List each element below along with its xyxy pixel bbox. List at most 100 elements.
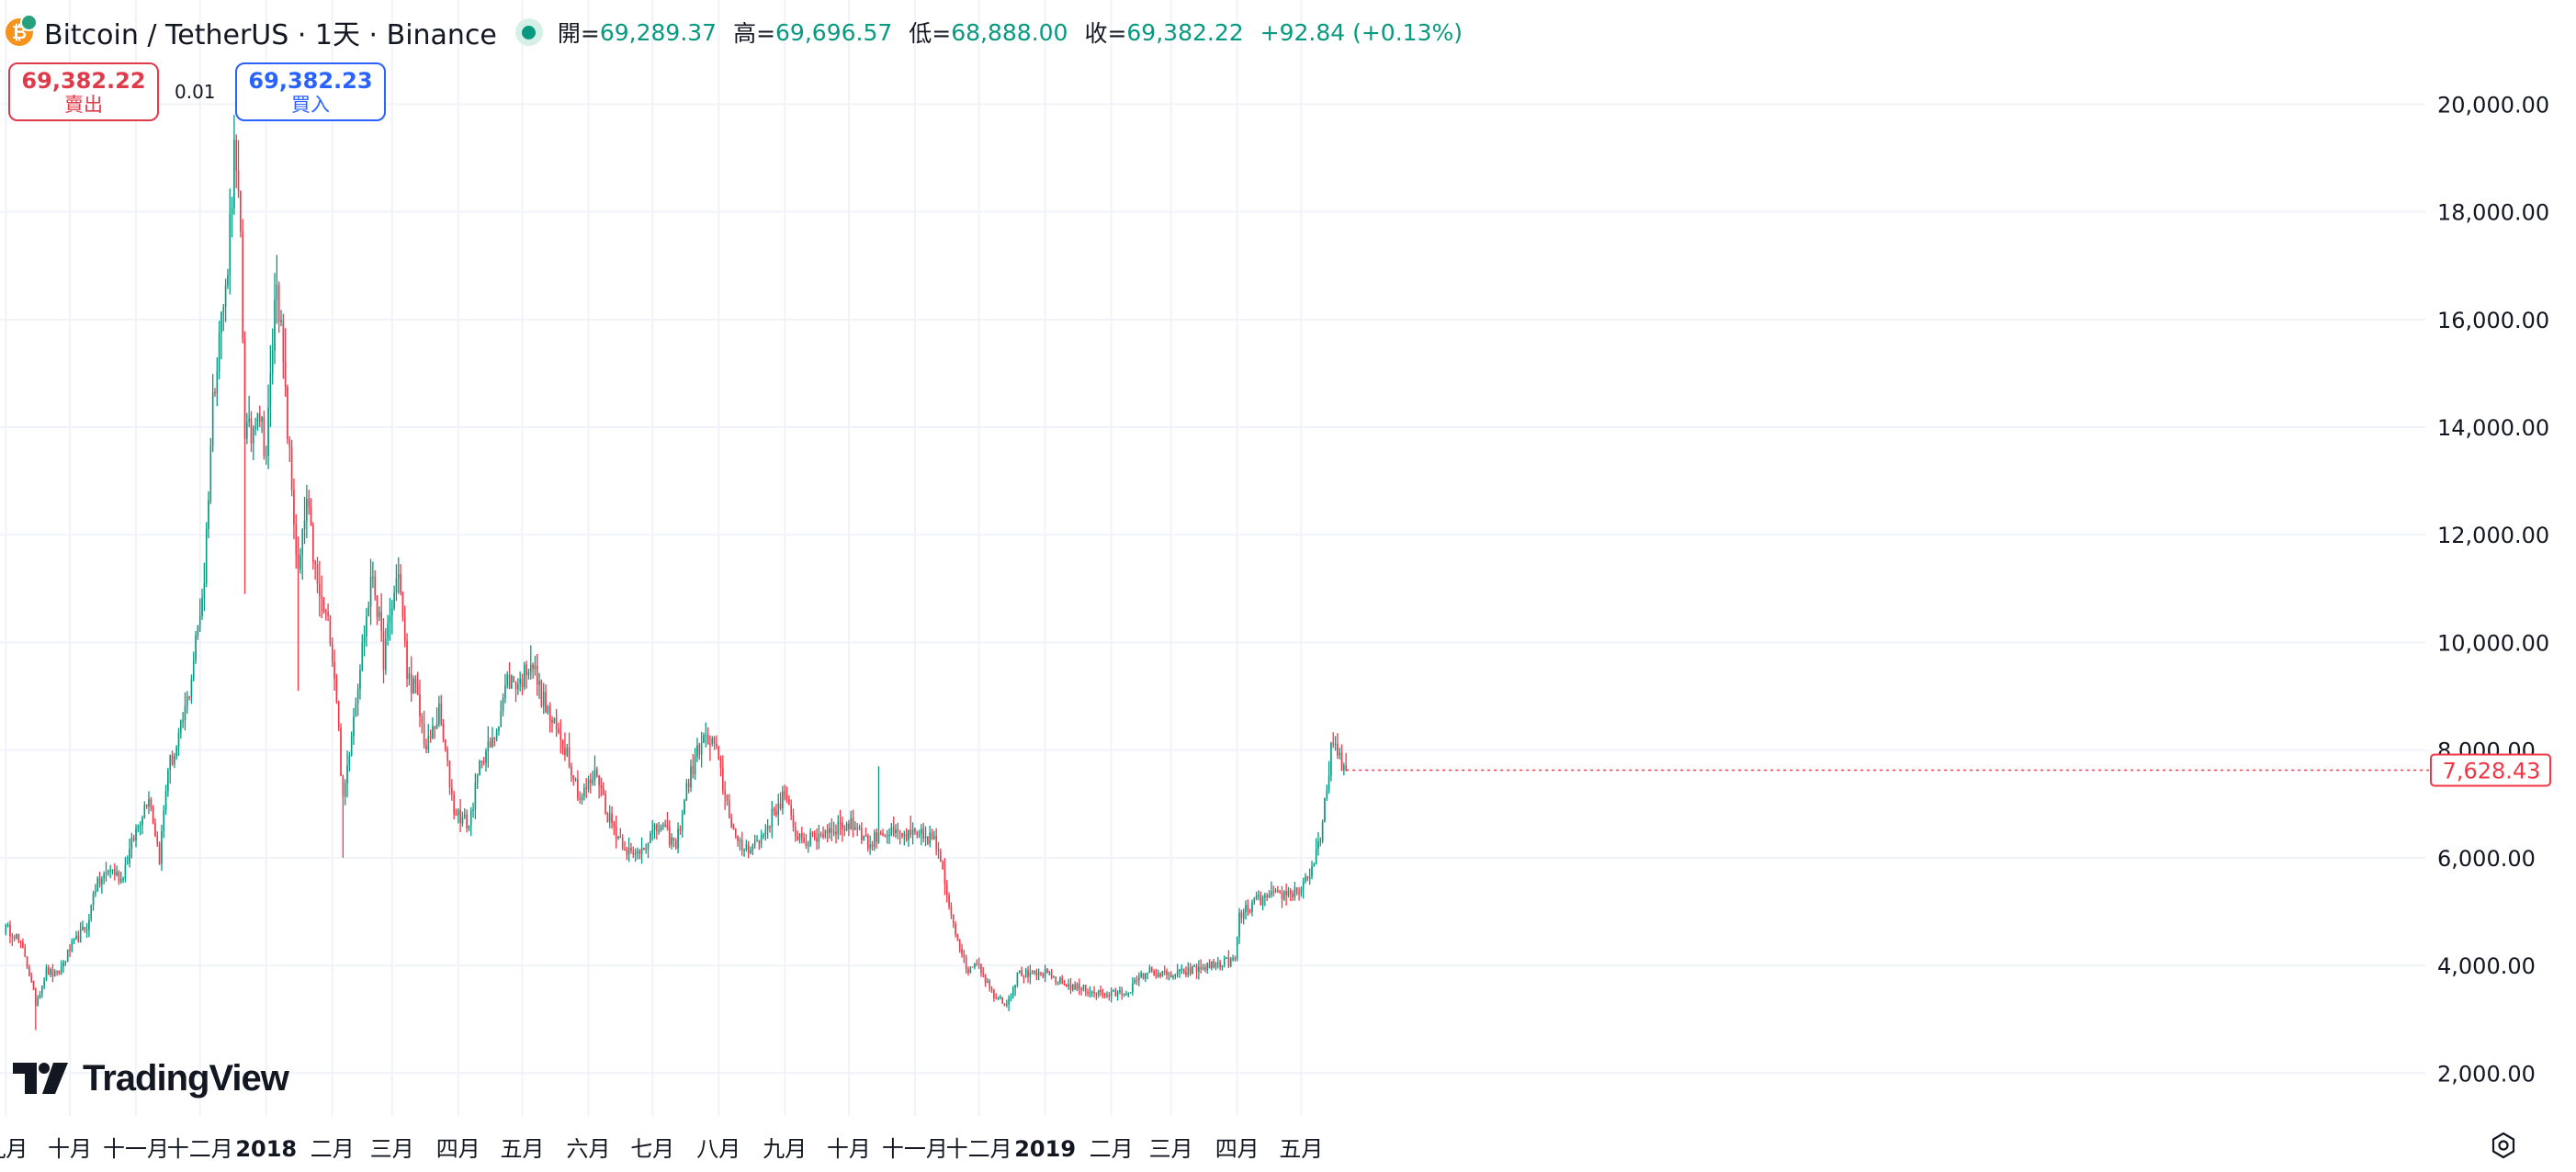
candle-body [1174, 974, 1177, 976]
candle-body [256, 413, 259, 427]
candle-body [600, 785, 603, 789]
candle-body [982, 973, 985, 975]
candle-body [254, 426, 256, 429]
candle-body [329, 615, 332, 645]
time-tick-label: 三月 [1149, 1136, 1193, 1162]
candle-body [182, 720, 184, 722]
candle-body [606, 813, 609, 823]
time-axis[interactable]: 九月十月十一月十二月2018二月三月四月五月六月七月八月九月十月十一月十二月20… [0, 1136, 1323, 1162]
candle-body [766, 826, 769, 830]
candle-body [854, 827, 856, 830]
candle-body [939, 851, 942, 862]
candle-body [295, 524, 298, 555]
candle-body [414, 679, 417, 685]
symbol-title[interactable]: Bitcoin / TetherUS · 1天 · Binance [44, 19, 497, 51]
candle-body [297, 554, 299, 569]
candle-body [1176, 971, 1179, 975]
candle-body [188, 696, 190, 698]
candle-body [485, 750, 487, 763]
time-tick-label: 十月 [48, 1136, 92, 1162]
candle-body [1132, 984, 1134, 993]
candle-body [508, 674, 511, 689]
candle-body [331, 644, 333, 662]
candle-body [1142, 973, 1145, 979]
candle-body [310, 506, 312, 525]
candle-body [1119, 990, 1121, 993]
candle-body [1215, 964, 1217, 968]
candle-body [148, 799, 150, 806]
candle-body [730, 817, 732, 828]
candle-body [1211, 961, 1213, 968]
candle-body [1113, 990, 1114, 992]
candle-body [1021, 970, 1022, 975]
candle-body [1150, 967, 1153, 971]
candle-body [335, 678, 338, 702]
candle-body [390, 608, 393, 616]
candle-body [393, 592, 395, 609]
candle-body [1053, 976, 1055, 978]
time-tick-label: 五月 [500, 1136, 544, 1162]
candle-body [161, 831, 163, 864]
candle-body [380, 612, 382, 632]
candle-body [538, 681, 540, 685]
candle-body [581, 795, 583, 801]
candle-body [1031, 972, 1034, 974]
candle-body [1034, 971, 1035, 973]
candle-body [884, 835, 887, 838]
symbol-header: ₿ Bitcoin / TetherUS · 1天 · Binance 開= 6… [6, 11, 1463, 53]
candle-body [56, 971, 58, 973]
candle-body [461, 817, 464, 824]
candle-body [792, 815, 795, 828]
sell-label: 賣出 [64, 94, 103, 116]
candle-body [16, 934, 17, 939]
candle-body [1226, 957, 1227, 959]
candle-body [1055, 976, 1057, 983]
last-price-badge [2430, 753, 2551, 787]
sell-button[interactable]: 69,382.22 賣出 [8, 62, 159, 121]
buy-button[interactable]: 69,382.23 買入 [235, 62, 386, 121]
candle-body [839, 822, 842, 824]
candle-body [734, 828, 737, 836]
market-status-icon[interactable] [514, 18, 543, 46]
candle-body [965, 957, 967, 970]
candle-body [822, 834, 824, 838]
candle-body [322, 597, 325, 612]
candle-body [50, 969, 51, 975]
candle-body [547, 705, 549, 713]
candle-body [656, 824, 658, 831]
candle-body [237, 170, 240, 192]
candle-body [1229, 958, 1232, 967]
candle-body [374, 577, 377, 596]
candle-body [1274, 890, 1277, 892]
candle-body [216, 371, 219, 394]
candle-body [96, 877, 99, 892]
candle-body [455, 814, 458, 816]
candle-body [1271, 891, 1272, 896]
candle-body [726, 794, 729, 802]
candle-body [1022, 975, 1025, 977]
candle-body [1110, 991, 1113, 997]
candle-body [319, 583, 321, 596]
candle-body [1061, 977, 1064, 985]
time-tick-label: 六月 [567, 1136, 611, 1162]
bitcoin-icon: ₿ [6, 14, 38, 46]
candle-body [873, 832, 876, 848]
candle-body [803, 838, 805, 842]
candle-body [333, 661, 335, 679]
candle-body [788, 798, 790, 806]
candle-body [356, 689, 359, 704]
chart-settings-icon[interactable] [2490, 1132, 2517, 1159]
candle-body [929, 832, 931, 844]
candle-body [1343, 765, 1345, 771]
candle-body [653, 824, 656, 830]
tradingview-logo[interactable]: TradingView [13, 1058, 289, 1099]
candle-body [252, 428, 254, 444]
candle-body [306, 498, 308, 521]
candle-body [111, 869, 114, 871]
candle-body [558, 728, 559, 733]
price-axis[interactable]: 2,000.004,000.006,000.008,000.0010,000.0… [2437, 92, 2549, 1087]
buy-price: 69,382.23 [248, 68, 373, 94]
candle-body [1114, 990, 1117, 997]
candle-body [684, 799, 685, 815]
